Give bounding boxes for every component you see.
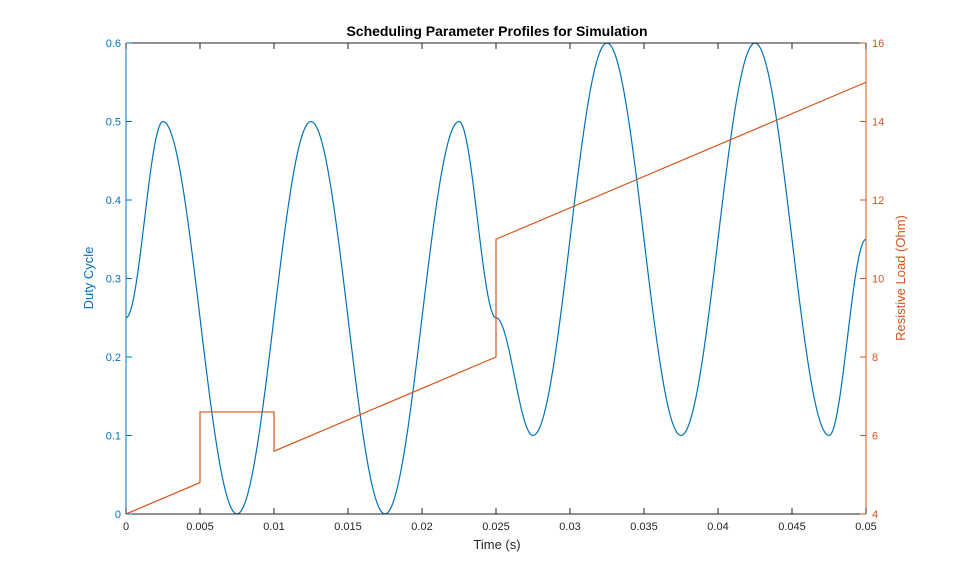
tick-layer: 0 0.005 0.01 0.015 0.02 0.025 0.03 0.035 0.04 0.0… xyxy=(106,38,885,533)
x-tick-label: 0 xyxy=(123,521,129,533)
x-tick-label: 0.005 xyxy=(186,521,214,533)
resistive-load-line xyxy=(125,81,867,515)
x-tick-label: 0.05 xyxy=(855,521,876,533)
x-tick-label: 0.01 xyxy=(263,521,284,533)
x-tick-label: 0.025 xyxy=(482,521,510,533)
y-right-tick-label: 6 xyxy=(872,431,878,443)
y-right-tick-label: 14 xyxy=(872,117,884,129)
y-left-axis-label: Duty Cycle xyxy=(81,247,96,310)
y-left-tick-label: 0.2 xyxy=(106,352,121,364)
y-right-axis-label: Resistive Load (Ohm) xyxy=(893,215,908,341)
x-tick-label: 0.02 xyxy=(411,521,432,533)
x-axis-label: Time (s) xyxy=(473,537,520,552)
y-right-tick-label: 8 xyxy=(872,352,878,364)
x-tick-label: 0.03 xyxy=(559,521,580,533)
y-left-tick-label: 0.6 xyxy=(106,38,121,50)
y-right-tick-label: 10 xyxy=(872,274,884,286)
x-tick-label: 0.015 xyxy=(334,521,362,533)
y-left-tick-label: 0.1 xyxy=(106,431,121,443)
x-tick-label: 0.04 xyxy=(707,521,728,533)
y-right-tick-label: 16 xyxy=(872,38,884,50)
y-left-tick-label: 0.5 xyxy=(106,117,121,129)
y-left-tick-label: 0.4 xyxy=(106,195,121,207)
x-tick-label: 0.035 xyxy=(630,521,658,533)
y-left-tick-label: 0.3 xyxy=(106,274,121,286)
y-right-tick-label: 12 xyxy=(872,195,884,207)
chart-title: Scheduling Parameter Profiles for Simula… xyxy=(346,23,647,39)
y-left-tick-label: 0 xyxy=(115,509,121,521)
y-right-tick-label: 4 xyxy=(872,509,878,521)
x-tick-label: 0.045 xyxy=(778,521,806,533)
